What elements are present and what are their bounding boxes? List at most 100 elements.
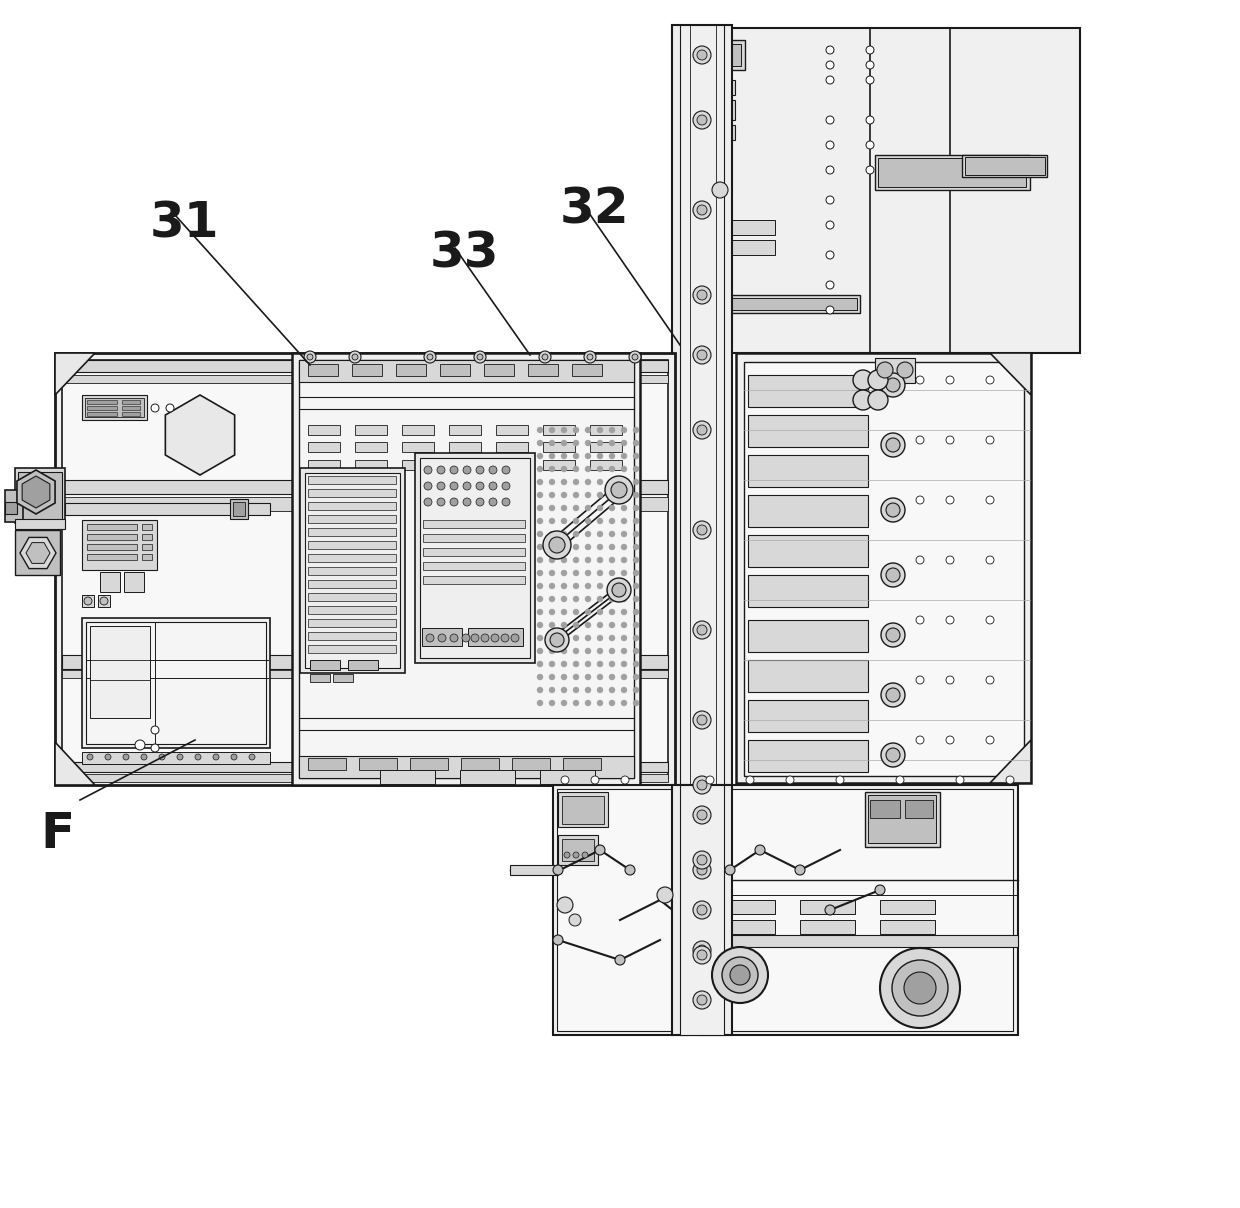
Circle shape (632, 699, 639, 705)
Polygon shape (26, 542, 50, 563)
Bar (460, 769, 515, 784)
Circle shape (585, 518, 591, 524)
Bar (748, 575, 868, 606)
Circle shape (712, 947, 768, 1003)
Circle shape (916, 556, 924, 564)
Bar (423, 519, 525, 528)
Circle shape (585, 674, 591, 680)
Circle shape (697, 855, 707, 865)
Circle shape (621, 570, 627, 576)
Circle shape (585, 466, 591, 472)
Bar (62, 360, 668, 372)
Circle shape (868, 390, 888, 410)
Circle shape (585, 609, 591, 615)
Circle shape (621, 532, 627, 538)
Circle shape (585, 426, 591, 432)
Circle shape (502, 482, 510, 490)
Bar (410, 757, 448, 769)
Circle shape (609, 661, 615, 667)
Circle shape (608, 577, 631, 602)
Circle shape (573, 492, 579, 498)
Circle shape (613, 583, 626, 597)
Bar (308, 541, 396, 548)
Circle shape (826, 251, 835, 259)
Bar (379, 769, 435, 784)
Bar (143, 544, 153, 550)
Bar (308, 489, 396, 496)
Text: F: F (40, 811, 74, 858)
Bar (693, 298, 857, 310)
Circle shape (450, 634, 458, 641)
Circle shape (537, 505, 543, 511)
Circle shape (621, 505, 627, 511)
Circle shape (573, 440, 579, 446)
Circle shape (632, 596, 639, 602)
Circle shape (621, 635, 627, 641)
Circle shape (632, 557, 639, 563)
Circle shape (450, 482, 458, 490)
Bar (299, 360, 634, 382)
Circle shape (887, 628, 900, 641)
Circle shape (573, 570, 579, 576)
Bar (87, 544, 136, 550)
Bar (543, 442, 575, 452)
Circle shape (609, 687, 615, 693)
Polygon shape (17, 470, 55, 513)
Circle shape (697, 715, 707, 725)
Circle shape (946, 496, 954, 504)
Circle shape (560, 518, 567, 524)
Circle shape (836, 776, 844, 784)
Circle shape (609, 622, 615, 628)
Circle shape (853, 390, 873, 410)
Circle shape (560, 674, 567, 680)
Bar (355, 442, 387, 452)
Bar (87, 524, 136, 530)
Circle shape (585, 647, 591, 654)
Bar (308, 757, 346, 769)
Circle shape (887, 439, 900, 452)
Circle shape (916, 616, 924, 625)
Circle shape (611, 482, 627, 498)
Circle shape (481, 634, 489, 641)
Circle shape (825, 905, 835, 914)
Circle shape (755, 846, 765, 855)
Bar (124, 573, 144, 592)
Circle shape (569, 914, 582, 927)
Circle shape (986, 616, 994, 625)
Bar (308, 515, 396, 523)
Circle shape (424, 352, 436, 362)
Bar (423, 562, 525, 570)
Circle shape (609, 453, 615, 459)
Bar (62, 774, 668, 782)
Circle shape (826, 141, 835, 149)
Bar (449, 425, 481, 435)
Bar (308, 618, 396, 627)
Circle shape (549, 661, 556, 667)
Bar (703, 88, 732, 98)
Bar (512, 757, 551, 769)
Circle shape (560, 505, 567, 511)
Bar (800, 900, 856, 914)
Bar (308, 528, 396, 536)
Circle shape (609, 505, 615, 511)
Circle shape (632, 635, 639, 641)
Circle shape (595, 846, 605, 855)
Polygon shape (22, 476, 50, 509)
Circle shape (866, 116, 874, 124)
Circle shape (537, 674, 543, 680)
Bar (720, 900, 775, 914)
Circle shape (596, 647, 603, 654)
Circle shape (463, 482, 471, 490)
Circle shape (135, 741, 145, 750)
Bar (310, 660, 340, 670)
Circle shape (946, 436, 954, 445)
Circle shape (549, 557, 556, 563)
Bar (348, 660, 378, 670)
Circle shape (304, 352, 316, 362)
Circle shape (476, 482, 484, 490)
Circle shape (596, 570, 603, 576)
Circle shape (549, 426, 556, 432)
Circle shape (621, 622, 627, 628)
Circle shape (123, 754, 129, 760)
Circle shape (159, 754, 165, 760)
